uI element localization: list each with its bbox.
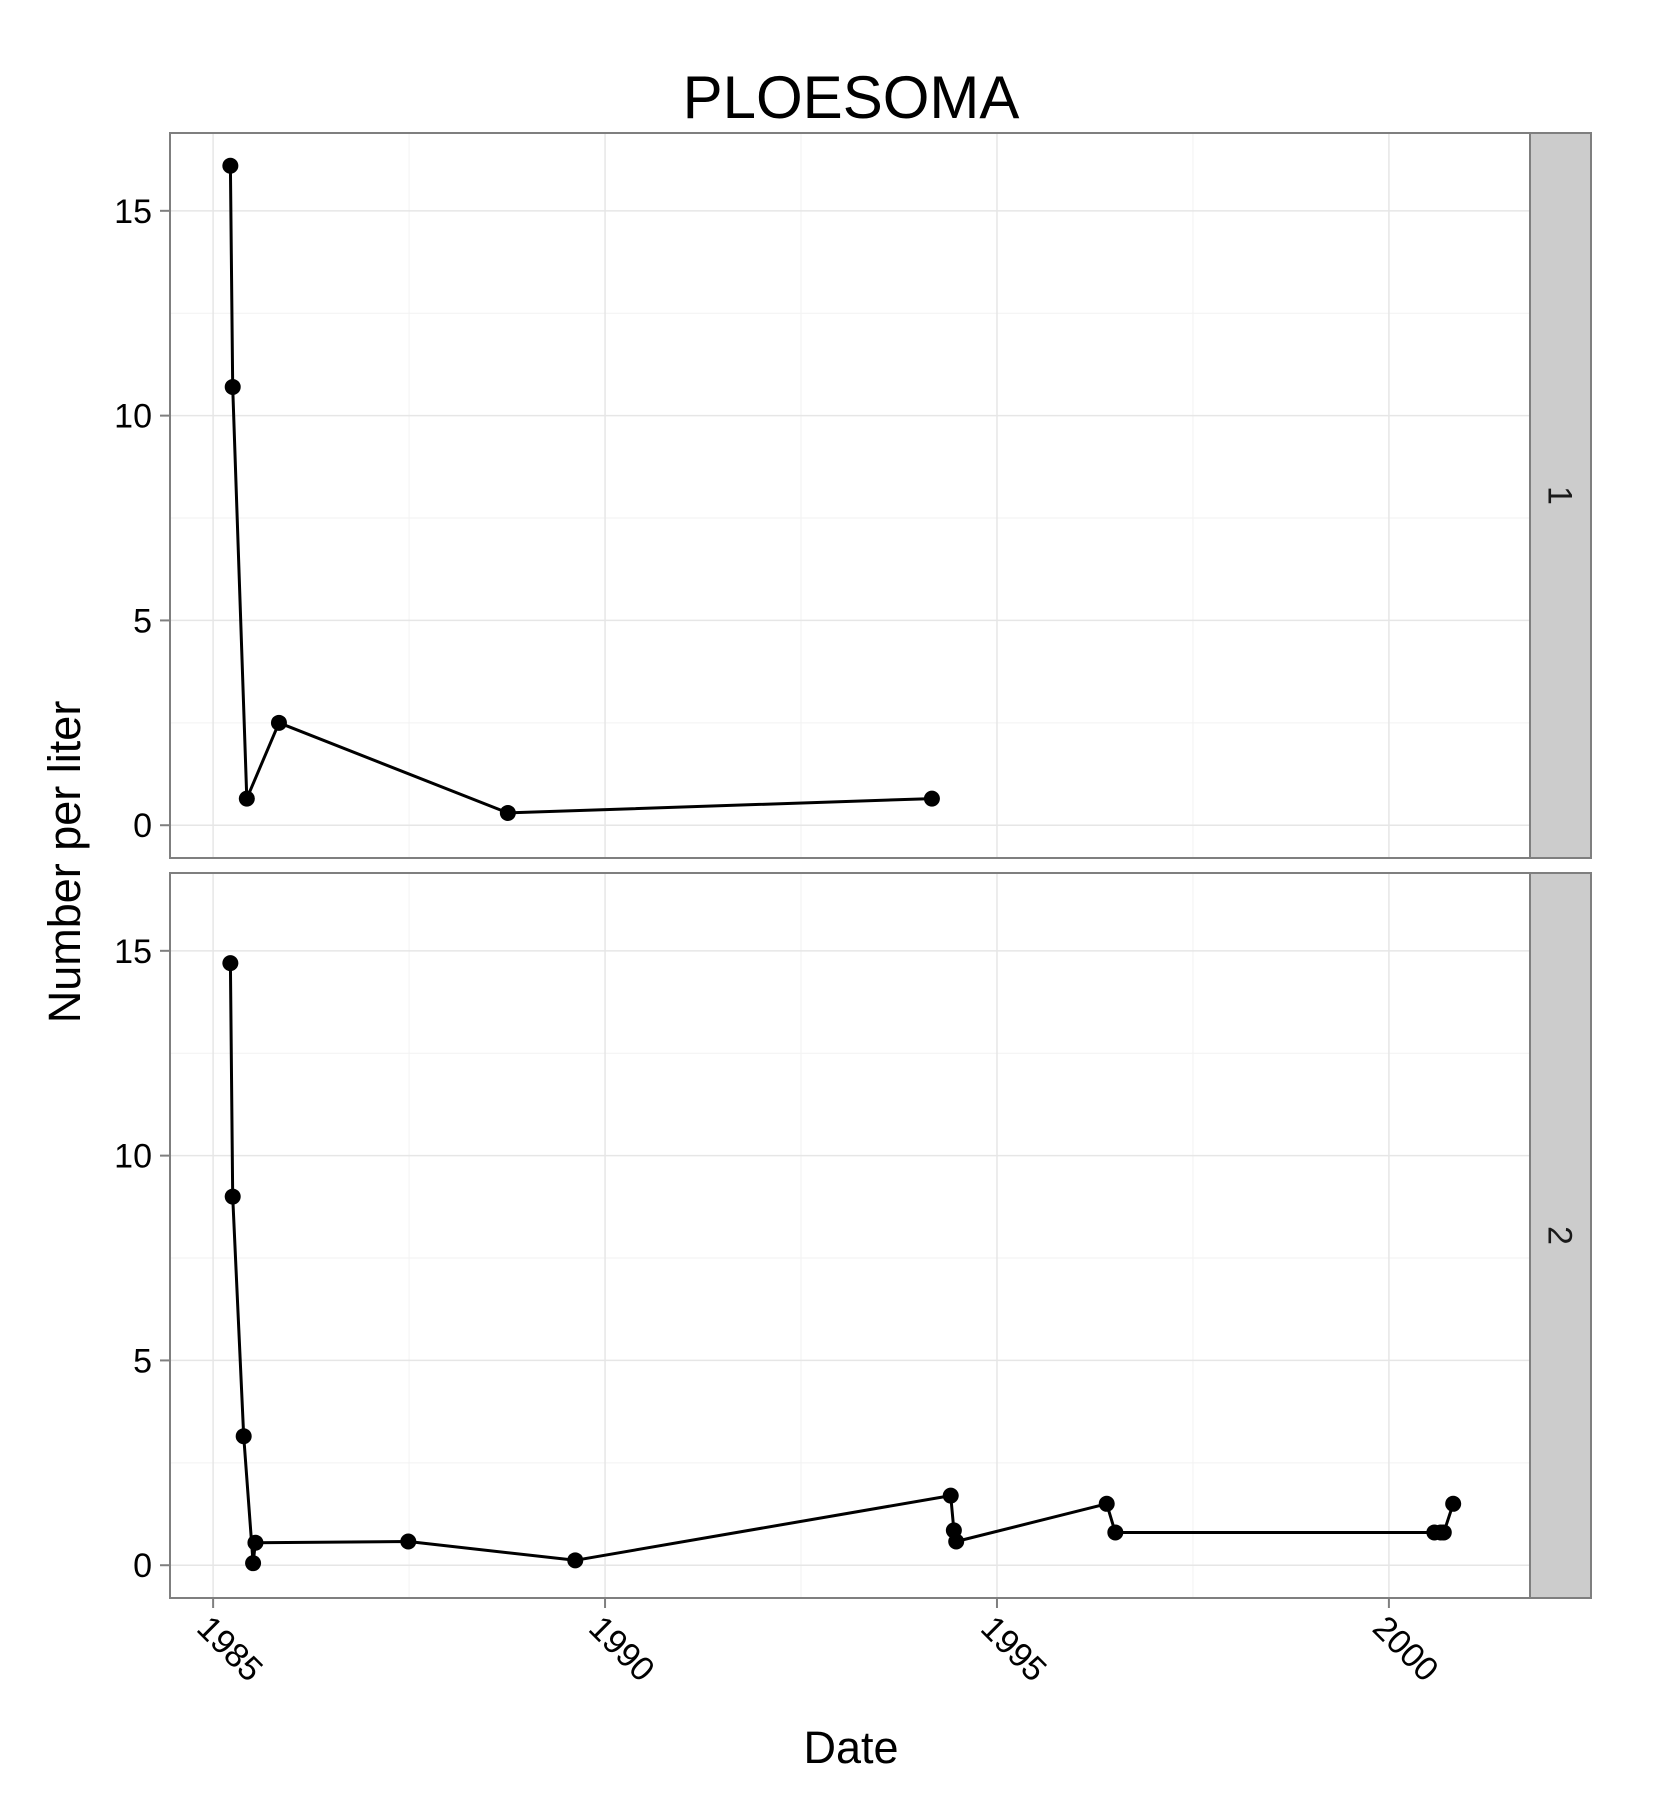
data-point <box>235 1428 252 1445</box>
data-point <box>942 1487 959 1504</box>
y-axis-title: Number per liter <box>39 701 90 1024</box>
y-tick-label: 5 <box>133 1342 152 1380</box>
facet-strip-label: 2 <box>1541 1226 1579 1245</box>
y-tick-label: 5 <box>133 602 152 640</box>
data-point <box>400 1533 417 1550</box>
data-point <box>247 1534 264 1551</box>
panel-background <box>170 873 1530 1598</box>
data-point <box>222 955 239 972</box>
y-tick-label: 15 <box>114 193 152 231</box>
panel-background <box>170 133 1530 858</box>
data-point <box>222 157 239 174</box>
x-tick-label: 1995 <box>973 1609 1053 1689</box>
facet-panel-2: 2 0 5 10 15 <box>114 872 1592 1599</box>
y-tick-label: 15 <box>114 933 152 971</box>
facet-strip <box>1529 872 1592 1599</box>
x-tick-label: 1985 <box>189 1609 269 1689</box>
data-point <box>224 378 241 395</box>
y-tick-label: 10 <box>114 398 152 436</box>
facet-strip <box>1529 132 1592 859</box>
data-point <box>1445 1495 1462 1512</box>
y-tick-label: 0 <box>133 807 152 845</box>
data-point <box>1098 1495 1115 1512</box>
x-axis: 1985 1990 1995 2000 <box>189 1598 1446 1689</box>
data-point <box>923 790 940 807</box>
y-tick-label: 0 <box>133 1547 152 1585</box>
facet-strip-label: 1 <box>1541 486 1579 505</box>
data-point <box>499 804 516 821</box>
data-point <box>1107 1524 1124 1541</box>
x-axis-title: Date <box>803 1722 898 1773</box>
series-line <box>228 165 932 815</box>
data-point <box>567 1552 584 1569</box>
data-point <box>245 1555 262 1572</box>
data-point <box>270 714 287 731</box>
data-point <box>1435 1524 1452 1541</box>
chart-title: PLOESOMA <box>683 64 1020 131</box>
data-point <box>224 1188 241 1205</box>
data-point <box>948 1533 965 1550</box>
x-tick-label: 1990 <box>581 1609 661 1689</box>
y-tick-label: 10 <box>114 1138 152 1176</box>
x-tick-label: 2000 <box>1365 1609 1445 1689</box>
data-point <box>238 790 255 807</box>
